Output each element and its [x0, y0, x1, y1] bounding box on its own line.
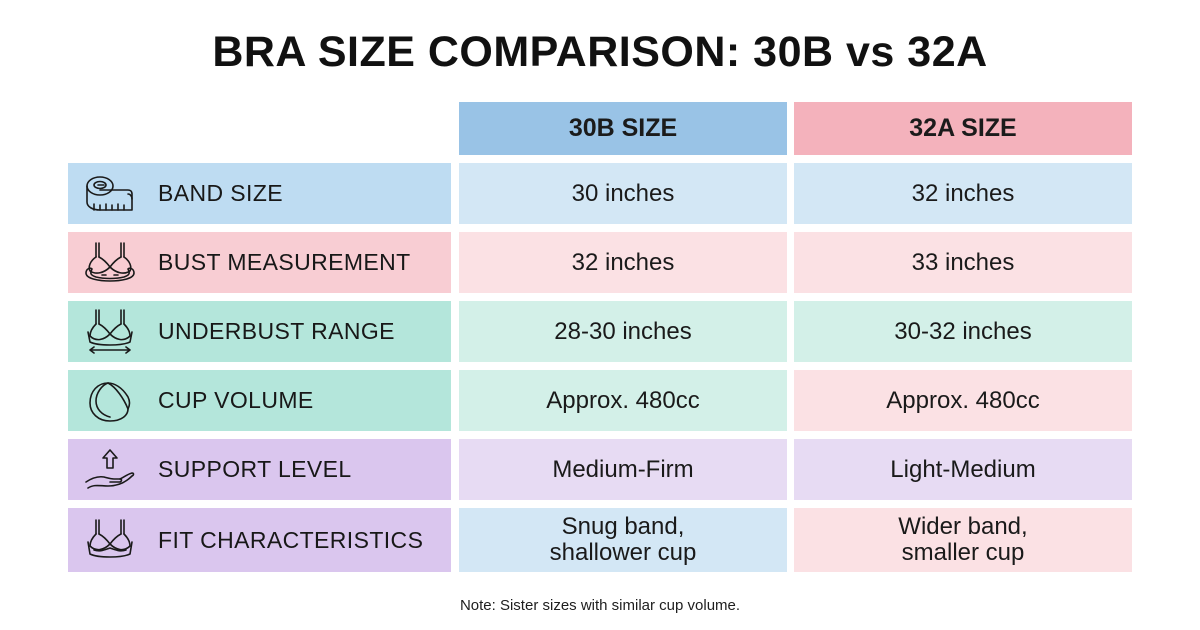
row-label-text: FIT CHARACTERISTICS [158, 526, 424, 553]
value-text: Approx. 480cc [886, 386, 1040, 414]
value-cell-32a-support-level: Light-Medium [794, 439, 1132, 500]
row-label-support-level: SUPPORT LEVEL [68, 439, 451, 500]
value-cell-30b-underbust-range: 28-30 inches [459, 301, 787, 362]
value-text: Medium-Firm [552, 455, 694, 483]
column-header-30b: 30B SIZE [459, 102, 787, 155]
column-header-label: 30B SIZE [568, 114, 678, 142]
row-label-text: BAND SIZE [158, 180, 284, 206]
row-label-fit-characteristics: FIT CHARACTERISTICS [68, 508, 451, 572]
value-cell-30b-bust-measurement: 32 inches [459, 232, 787, 293]
value-cell-30b-support-level: Medium-Firm [459, 439, 787, 500]
value-cell-30b-cup-volume: Approx. 480cc [459, 370, 787, 431]
row-label-text: CUP VOLUME [158, 387, 314, 413]
value-text: Approx. 480cc [546, 386, 700, 414]
row-label-bust-measurement: BUST MEASUREMENT [68, 232, 451, 293]
row-label-band-size: BAND SIZE [68, 163, 451, 224]
value-cell-32a-cup-volume: Approx. 480cc [794, 370, 1132, 431]
value-text: 32 inches [571, 248, 675, 276]
footnote: Note: Sister sizes with similar cup volu… [459, 597, 741, 614]
column-header-label: 32A SIZE [909, 114, 1017, 142]
bra-bust-icon [82, 238, 138, 288]
value-text: Snug band, shallower cup [549, 513, 697, 566]
row-label-text: UNDERBUST RANGE [158, 318, 395, 344]
value-cell-32a-bust-measurement: 33 inches [794, 232, 1132, 293]
value-text: 33 inches [911, 248, 1015, 276]
value-cell-30b-fit-characteristics: Snug band, shallower cup [459, 508, 787, 572]
bra-width-arrow-icon [82, 307, 138, 357]
page-title: BRA SIZE COMPARISON: 30B vs 32A [212, 28, 988, 76]
column-header-32a: 32A SIZE [794, 102, 1132, 155]
row-label-underbust-range: UNDERBUST RANGE [68, 301, 451, 362]
value-cell-30b-band-size: 30 inches [459, 163, 787, 224]
value-text: 30 inches [571, 179, 675, 207]
row-label-text: SUPPORT LEVEL [158, 456, 352, 482]
value-text: Wider band, smaller cup [898, 513, 1028, 566]
value-cell-32a-underbust-range: 30-32 inches [794, 301, 1132, 362]
value-text: Light-Medium [890, 455, 1036, 483]
value-text: 30-32 inches [894, 317, 1032, 345]
value-cell-32a-fit-characteristics: Wider band, smaller cup [794, 508, 1132, 572]
hand-lift-arrow-icon [82, 445, 138, 495]
measuring-tape-icon [82, 169, 138, 219]
row-label-text: BUST MEASUREMENT [158, 249, 411, 275]
value-text: 32 inches [911, 179, 1015, 207]
bra-icon [82, 515, 138, 565]
value-text: 28-30 inches [554, 317, 692, 345]
value-cell-32a-band-size: 32 inches [794, 163, 1132, 224]
bra-cup-icon [82, 376, 138, 426]
row-label-cup-volume: CUP VOLUME [68, 370, 451, 431]
